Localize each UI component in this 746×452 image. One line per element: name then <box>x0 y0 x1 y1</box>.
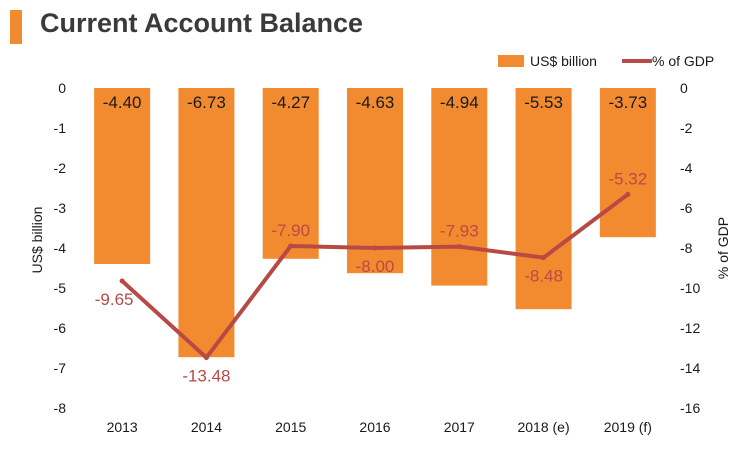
bar <box>515 88 572 310</box>
x-tick-label: 2017 <box>444 419 475 435</box>
line-data-label: -8.00 <box>356 257 395 276</box>
y-tick-label: -2 <box>54 160 67 176</box>
bar-data-label: -4.94 <box>440 93 479 112</box>
title-accent-bar <box>10 10 22 44</box>
x-tick-label: 2013 <box>107 419 138 435</box>
bar-data-label: -4.40 <box>103 93 142 112</box>
x-tick-label: 2015 <box>275 419 306 435</box>
y2-tick-label: -14 <box>680 360 700 376</box>
line-point <box>119 278 125 284</box>
x-tick-label: 2016 <box>359 419 390 435</box>
y2-tick-label: -2 <box>680 120 693 136</box>
line-data-label: -9.65 <box>95 290 134 309</box>
y-tick-label: 0 <box>58 80 66 96</box>
y-tick-label: -5 <box>54 280 67 296</box>
chart-title: Current Account Balance <box>40 8 364 38</box>
y-tick-label: -1 <box>54 120 67 136</box>
legend-label-line: % of GDP <box>652 53 714 69</box>
y2-tick-label: -8 <box>680 240 693 256</box>
line-point <box>456 244 462 250</box>
y-axis-label: US$ billion <box>29 207 45 274</box>
bar <box>178 88 235 358</box>
bar-data-label: -6.73 <box>187 93 226 112</box>
y-tick-label: -4 <box>54 240 67 256</box>
line-point <box>625 191 631 197</box>
bar-data-label: -5.53 <box>524 93 563 112</box>
y-tick-label: -3 <box>54 200 67 216</box>
y2-tick-label: -16 <box>680 400 700 416</box>
y2-tick-label: 0 <box>680 80 688 96</box>
y2-tick-label: -10 <box>680 280 700 296</box>
y2-tick-label: -6 <box>680 200 693 216</box>
legend-label-bar: US$ billion <box>530 53 597 69</box>
bar <box>599 88 656 238</box>
y-tick-label: -7 <box>54 360 67 376</box>
bar-data-label: -4.63 <box>356 93 395 112</box>
line-point <box>203 355 209 361</box>
line-point <box>372 245 378 251</box>
line-data-label: -8.48 <box>524 267 563 286</box>
line-data-label: -7.93 <box>440 222 479 241</box>
y-tick-label: -6 <box>54 320 67 336</box>
bar <box>94 88 151 264</box>
y2-tick-label: -4 <box>680 160 693 176</box>
bar-data-label: -3.73 <box>608 93 647 112</box>
x-tick-label: 2018 (e) <box>517 419 569 435</box>
bar <box>347 88 403 274</box>
line-point <box>288 243 294 249</box>
bar <box>262 88 319 259</box>
line-data-label: -13.48 <box>182 367 230 386</box>
line-point <box>541 255 547 261</box>
y2-tick-label: -12 <box>680 320 700 336</box>
legend-swatch-bar <box>498 55 524 67</box>
bar <box>431 88 488 286</box>
x-tick-label: 2014 <box>191 419 222 435</box>
x-tick-label: 2019 (f) <box>604 419 652 435</box>
y2-axis-label: % of GDP <box>715 217 731 279</box>
y-tick-label: -8 <box>54 400 67 416</box>
line-data-label: -7.90 <box>271 221 310 240</box>
bar-data-label: -4.27 <box>271 93 310 112</box>
line-data-label: -5.32 <box>608 169 647 188</box>
